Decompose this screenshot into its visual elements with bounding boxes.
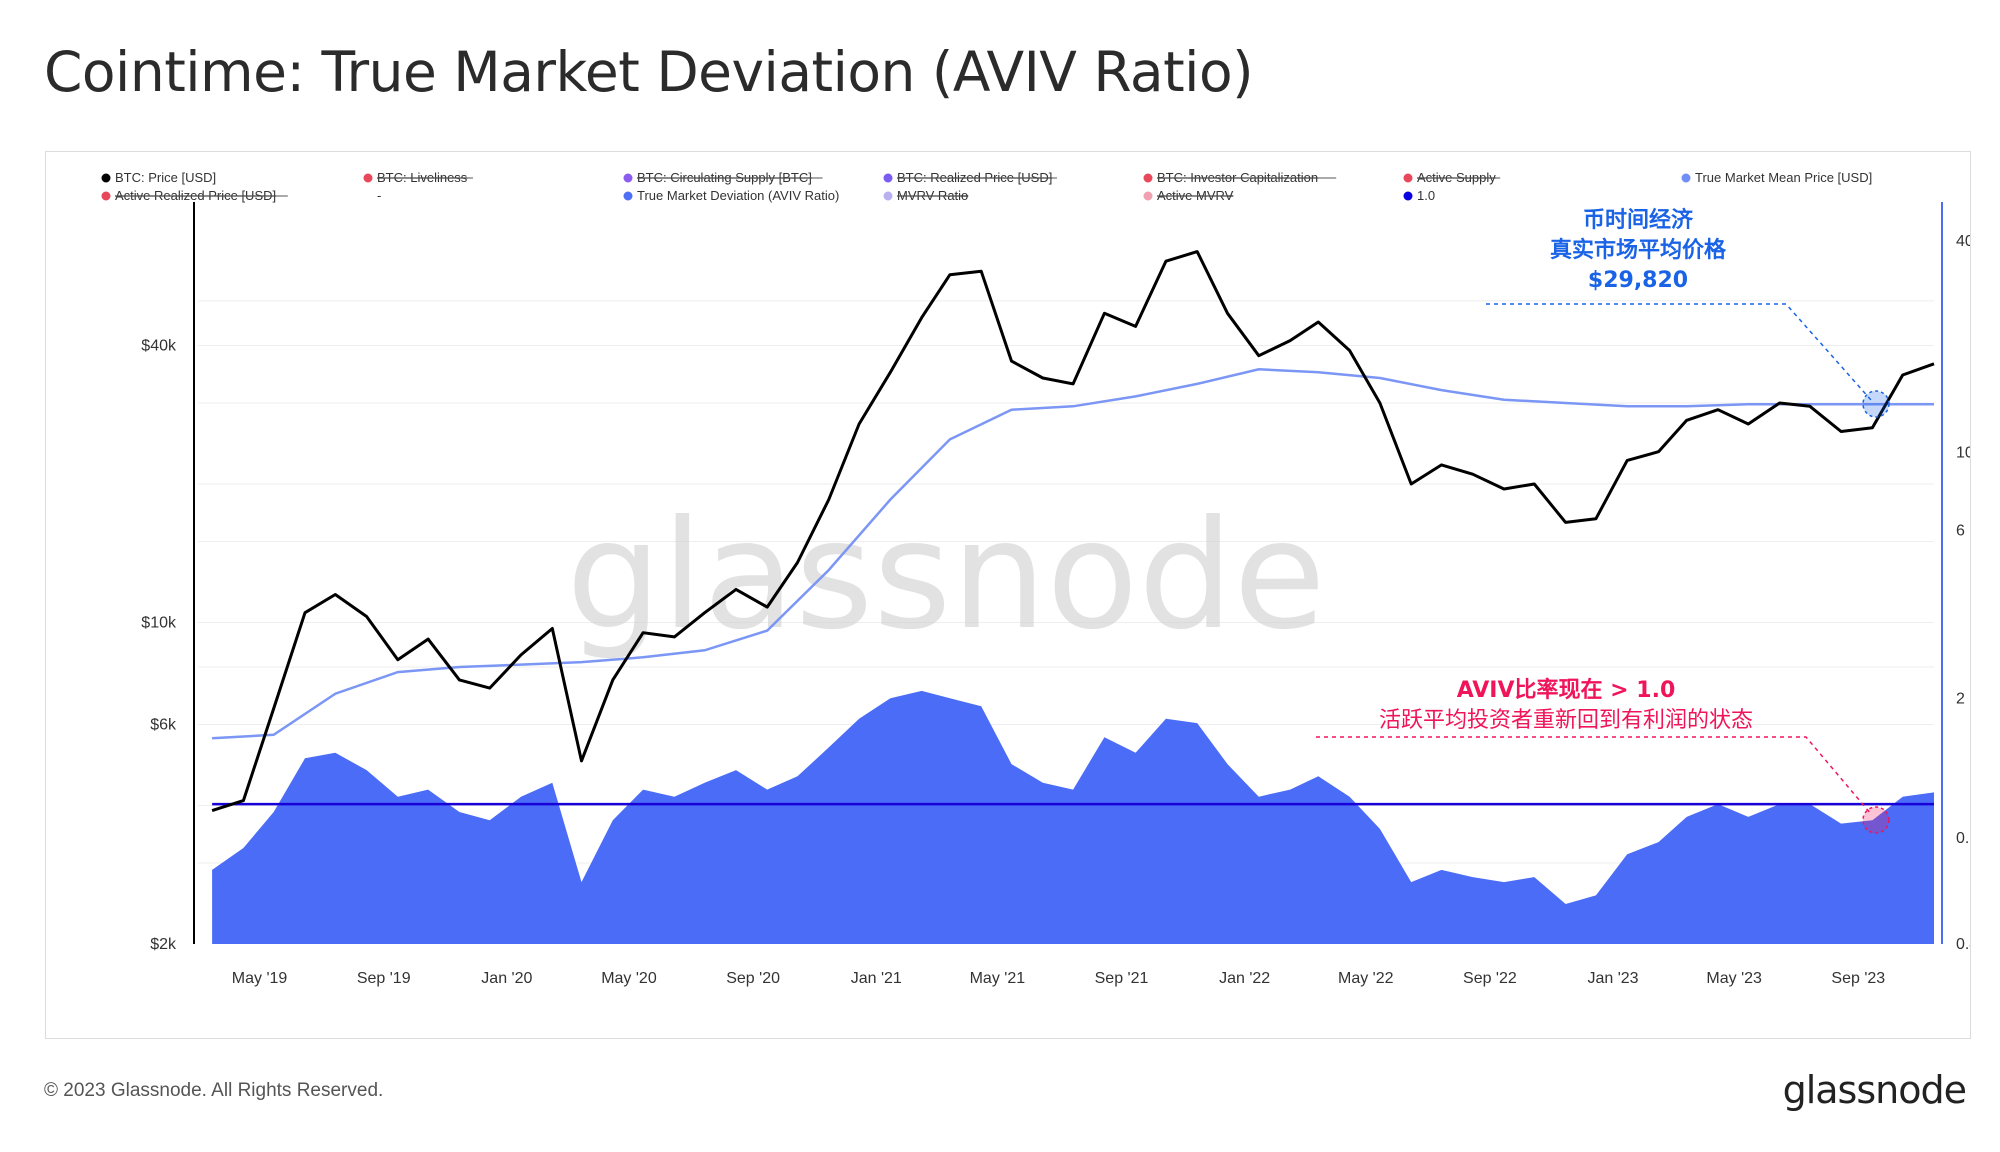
watermark-text: glassnode (566, 489, 1325, 663)
legend-swatch-icon (883, 173, 893, 183)
legend-item: Active MVRV (1143, 188, 1234, 203)
page-title: Cointime: True Market Deviation (AVIV Ra… (44, 40, 1254, 104)
chart-panel: BTC: Price [USD] BTC: Liveliness BTC: Circ… (45, 151, 1971, 1039)
x-tick-label: May '21 (970, 970, 1026, 987)
x-tick-label: May '22 (1338, 970, 1394, 987)
x-tick-label: Sep '21 (1095, 970, 1149, 987)
y-right-tick-label: 10 (1956, 445, 1970, 462)
legend-item: True Market Mean Price [USD] (1681, 170, 1872, 185)
legend-item: 1.0 (1403, 188, 1435, 203)
chart-svg: BTC: Price [USD] BTC: Liveliness BTC: Circ… (101, 170, 1970, 987)
y-left-tick-label: $6k (150, 717, 177, 734)
y-left-tick-label: $40k (141, 337, 177, 354)
legend-swatch-icon (1403, 191, 1413, 201)
x-tick-label: Jan '21 (851, 970, 902, 987)
y-right-tick-label: 2 (1956, 690, 1965, 707)
legend-item: BTC: Circulating Supply [BTC] (623, 170, 823, 185)
annotation-pink-leader (1316, 736, 1872, 815)
legend-swatch-icon (623, 191, 633, 201)
x-tick-label: May '19 (232, 970, 288, 987)
aviv-area-series (212, 690, 1935, 944)
legend-swatch-icon (883, 191, 893, 201)
legend-item: BTC: Price [USD] (101, 170, 216, 185)
legend-item: BTC: Realized Price [USD] (883, 170, 1057, 185)
y-left-tick-label: $2k (150, 936, 177, 953)
legend-label: True Market Mean Price [USD] (1695, 170, 1872, 185)
aviv-area-fill (212, 690, 1935, 944)
true-market-mean-line (212, 368, 1935, 740)
annotation-blue-text: 真实市场平均价格 (1550, 237, 1727, 263)
footer-copyright: © 2023 Glassnode. All Rights Reserved. (44, 1080, 384, 1101)
legend-item: MVRV Ratio (883, 188, 968, 203)
annotation-blue-text: 币时间经济 (1583, 207, 1694, 233)
legend-swatch-icon (101, 173, 111, 183)
btc-price-line (211, 250, 1935, 813)
legend-swatch-icon (623, 173, 633, 183)
y-right-tick-label: 0.4 (1956, 936, 1970, 953)
annotation-pink-text: AVIV比率现在 > 1.0 (1457, 677, 1676, 703)
legend-item: BTC: Liveliness (363, 170, 473, 185)
legend-swatch-icon (1403, 173, 1413, 183)
annotation-blue-leader (1486, 303, 1872, 401)
legend-swatch-icon (1681, 173, 1691, 183)
x-tick-label: Jan '23 (1587, 970, 1638, 987)
y-right-tick-label: 0.8 (1956, 830, 1970, 847)
annotation-blue-text: $29,820 (1588, 268, 1688, 293)
legend-label: - (377, 188, 381, 203)
chart-legend: BTC: Price [USD] BTC: Liveliness BTC: Circ… (101, 170, 1872, 203)
legend-swatch-icon (1143, 191, 1153, 201)
x-tick-label: Sep '22 (1463, 970, 1517, 987)
legend-item: True Market Deviation (AVIV Ratio) (623, 188, 839, 203)
x-tick-label: May '23 (1706, 970, 1762, 987)
tmmp-polyline (212, 368, 1935, 740)
glassnode-logo: glassnode (1782, 1068, 1967, 1112)
x-tick-label: Sep '19 (357, 970, 411, 987)
legend-label: True Market Deviation (AVIV Ratio) (637, 188, 839, 203)
x-tick-label: Jan '20 (481, 970, 532, 987)
legend-item: Active Supply (1403, 170, 1501, 185)
legend-swatch-icon (101, 191, 111, 201)
legend-label: BTC: Price [USD] (115, 170, 216, 185)
y-left-tick-label: $10k (141, 614, 177, 631)
y-right-tick-label: 40 (1956, 233, 1970, 250)
annotation-blue-marker (1862, 390, 1890, 418)
legend-swatch-icon (363, 173, 373, 183)
legend-item: BTC: Investor Capitalization (1143, 170, 1337, 185)
x-tick-label: Jan '22 (1219, 970, 1270, 987)
chart-axes: $2k $6k $10k $40k 0.4 0.8 2 6 10 40 May '19 Sep '19… (141, 202, 1970, 987)
annotation-pink-marker (1862, 806, 1890, 834)
y-right-tick-label: 6 (1956, 523, 1965, 540)
x-tick-label: Sep '20 (726, 970, 780, 987)
legend-item: - (377, 188, 381, 203)
price-polyline (211, 250, 1935, 813)
annotation-pink-text: 活跃平均投资者重新回到有利润的状态 (1379, 708, 1753, 733)
legend-item: Active Realized Price [USD] (101, 188, 288, 203)
x-tick-label: Sep '23 (1831, 970, 1885, 987)
legend-label: 1.0 (1417, 188, 1435, 203)
legend-swatch-icon (1143, 173, 1153, 183)
x-tick-label: May '20 (601, 970, 657, 987)
